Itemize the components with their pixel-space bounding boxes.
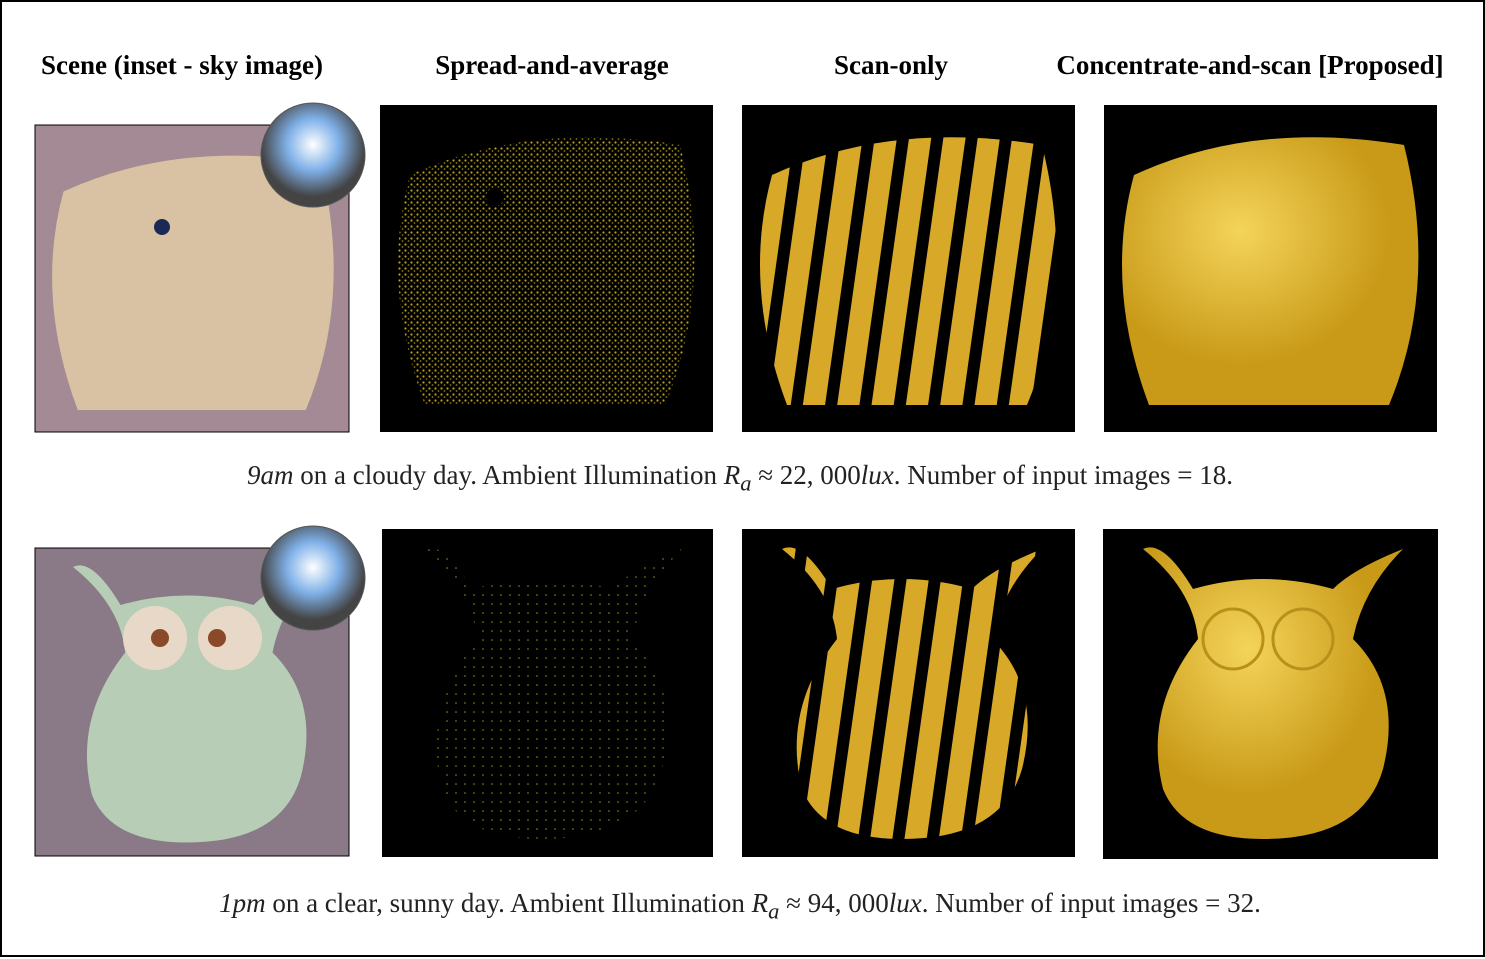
time: 1pm	[219, 888, 266, 918]
row-2-images	[34, 525, 1438, 859]
column-header: Scene (inset - sky image)	[41, 50, 323, 80]
time: 9am	[247, 460, 294, 490]
subscript: a	[740, 470, 752, 496]
proposed-vase	[1104, 105, 1437, 432]
caption: 1pm on a clear, sunny day. Ambient Illum…	[219, 888, 1261, 924]
symbol: R	[751, 888, 769, 918]
spread-vase	[380, 105, 713, 432]
description: on a cloudy day. Ambient Illumination	[300, 460, 717, 490]
scan-vase	[742, 105, 1075, 432]
column-header: Scan-only	[833, 50, 949, 80]
caption: 9am on a cloudy day. Ambient Illuminatio…	[247, 460, 1233, 496]
scan-owl	[742, 529, 1075, 857]
column-header: Spread-and-average	[435, 50, 669, 80]
tail: . Number of input images = 18.	[893, 460, 1233, 490]
scene-vase	[34, 102, 366, 433]
row-1-images	[34, 102, 1437, 433]
unit: lux	[860, 460, 894, 490]
description: on a clear, sunny day. Ambient Illuminat…	[272, 888, 745, 918]
illuminance: ≈ 94, 000	[786, 888, 889, 918]
tail: . Number of input images = 32.	[921, 888, 1261, 918]
column-header: Concentrate-and-scan [Proposed]	[1056, 50, 1444, 80]
proposed-owl	[1103, 529, 1438, 859]
spread-owl	[382, 529, 713, 857]
subscript: a	[768, 898, 780, 924]
scene-owl	[34, 525, 366, 857]
unit: lux	[888, 888, 922, 918]
symbol: R	[723, 460, 741, 490]
illuminance: ≈ 22, 000	[758, 460, 861, 490]
